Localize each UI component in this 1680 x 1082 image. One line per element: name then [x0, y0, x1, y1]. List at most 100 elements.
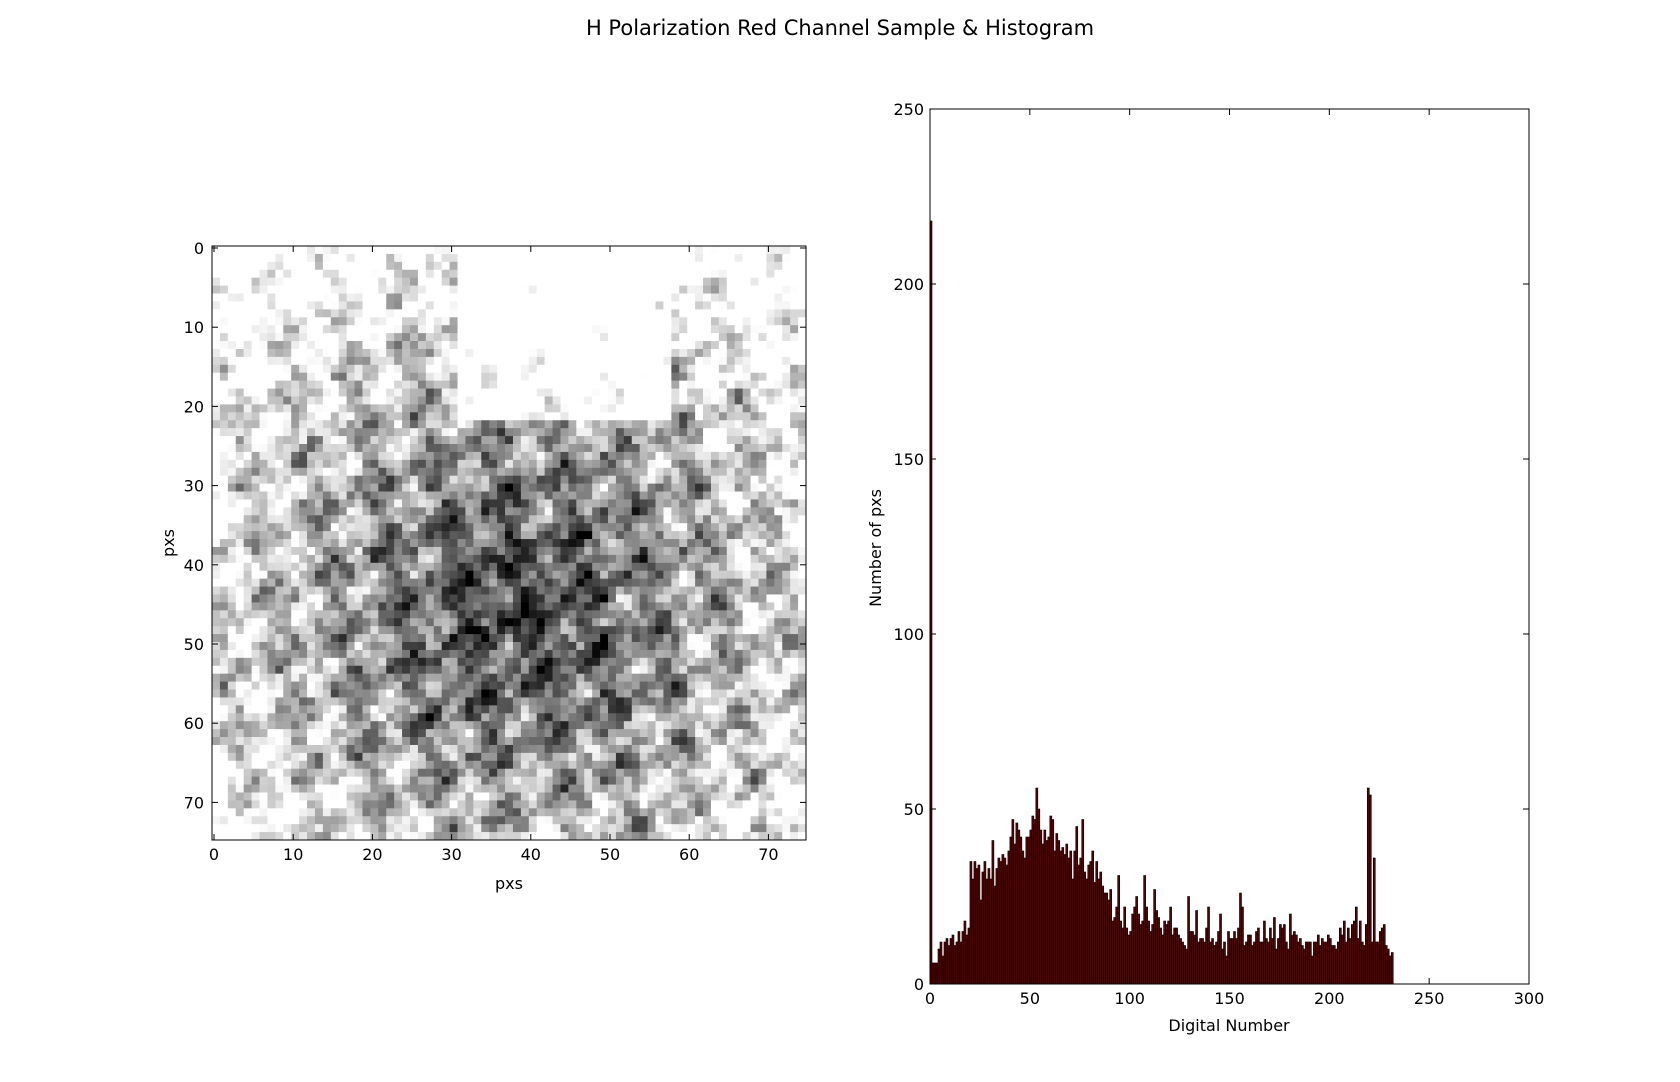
image-pixel	[370, 673, 379, 682]
image-pixel	[457, 760, 466, 770]
image-pixel	[695, 475, 704, 484]
image-pixel	[212, 705, 221, 714]
image-pixel	[489, 285, 498, 294]
image-pixel	[758, 451, 767, 461]
image-pixel	[798, 760, 807, 770]
image-pixel	[402, 729, 411, 738]
image-pixel	[227, 507, 237, 516]
image-pixel	[742, 412, 751, 421]
image-pixel	[291, 277, 300, 286]
image-pixel	[774, 309, 783, 318]
image-pixel	[235, 578, 245, 587]
image-pixel	[576, 610, 585, 619]
image-pixel	[639, 380, 648, 389]
image-pixel	[457, 372, 466, 382]
image-pixel	[330, 420, 340, 429]
image-pixel	[417, 618, 427, 627]
image-pixel	[275, 348, 284, 358]
image-pixel	[639, 729, 648, 738]
image-pixel	[227, 531, 237, 540]
image-pixel	[663, 483, 672, 492]
image-pixel	[394, 626, 403, 635]
image-pixel	[512, 483, 522, 492]
image-pixel	[314, 531, 324, 540]
image-pixel	[734, 491, 744, 500]
image-pixel	[314, 713, 324, 722]
image-pixel	[338, 657, 348, 667]
image-pixel	[402, 404, 411, 413]
image-pixel	[473, 546, 482, 556]
image-pixel	[679, 348, 688, 358]
image-pixel	[631, 523, 641, 532]
image-pixel	[734, 420, 744, 429]
image-pixel	[687, 333, 696, 342]
image-pixel	[679, 523, 688, 532]
image-pixel	[354, 737, 363, 746]
image-pixel	[465, 499, 474, 508]
image-pixel	[338, 491, 348, 500]
image-pixel	[235, 293, 245, 302]
image-pixel	[592, 388, 601, 397]
image-pixel	[449, 420, 458, 429]
image-pixel	[307, 261, 316, 271]
image-pixel	[314, 451, 324, 461]
image-pixel	[481, 507, 490, 516]
image-pixel	[267, 634, 276, 643]
image-pixel	[227, 578, 237, 587]
image-pixel	[766, 261, 775, 271]
image-pixel	[362, 396, 371, 405]
image-pixel	[647, 689, 656, 698]
image-pixel	[457, 618, 466, 627]
image-pixel	[505, 444, 514, 453]
image-pixel	[473, 697, 482, 706]
image-pixel	[608, 665, 617, 675]
image-pixel	[623, 428, 633, 437]
image-pixel	[251, 309, 260, 318]
image-pixel	[219, 737, 229, 746]
image-pixel	[402, 523, 411, 532]
image-pixel	[441, 657, 450, 667]
image-pixel	[766, 444, 775, 453]
image-pixel	[417, 578, 427, 587]
image-pixel	[505, 341, 514, 350]
image-pixel	[710, 539, 720, 548]
image-pixel	[425, 673, 435, 682]
image-pixel	[275, 642, 284, 651]
image-pixel	[441, 356, 450, 366]
image-pixel	[322, 531, 332, 540]
image-pixel	[734, 317, 744, 326]
image-pixel	[378, 404, 387, 413]
image-pixel	[378, 578, 387, 587]
image-pixel	[433, 459, 443, 469]
image-pixel	[560, 491, 569, 500]
image-pixel	[330, 269, 340, 279]
image-pixel	[703, 285, 712, 294]
image-pixel	[655, 451, 664, 461]
image-pixel	[307, 554, 316, 564]
image-pixel	[798, 451, 807, 461]
image-pixel	[497, 618, 506, 627]
image-pixel	[243, 768, 252, 778]
image-pixel	[338, 729, 348, 738]
image-pixel	[330, 309, 340, 318]
image-pixel	[695, 649, 704, 659]
image-pixel	[584, 499, 593, 508]
image-pixel	[433, 277, 443, 286]
image-pixel	[410, 428, 419, 437]
image-pixel	[322, 515, 332, 524]
image-pixel	[394, 507, 403, 516]
image-pixel	[299, 356, 308, 366]
image-pixel	[505, 665, 514, 675]
image-pixel	[212, 269, 221, 279]
image-pixel	[410, 348, 419, 358]
image-pixel	[354, 657, 363, 667]
image-pixel	[370, 546, 379, 556]
image-pixel	[497, 261, 506, 271]
image-pixel	[449, 618, 458, 627]
image-pixel	[394, 269, 403, 279]
image-pixel	[338, 713, 348, 722]
image-pixel	[394, 705, 403, 714]
image-pixel	[790, 301, 799, 310]
image-pixel	[346, 721, 355, 730]
image-pixel	[378, 515, 387, 524]
